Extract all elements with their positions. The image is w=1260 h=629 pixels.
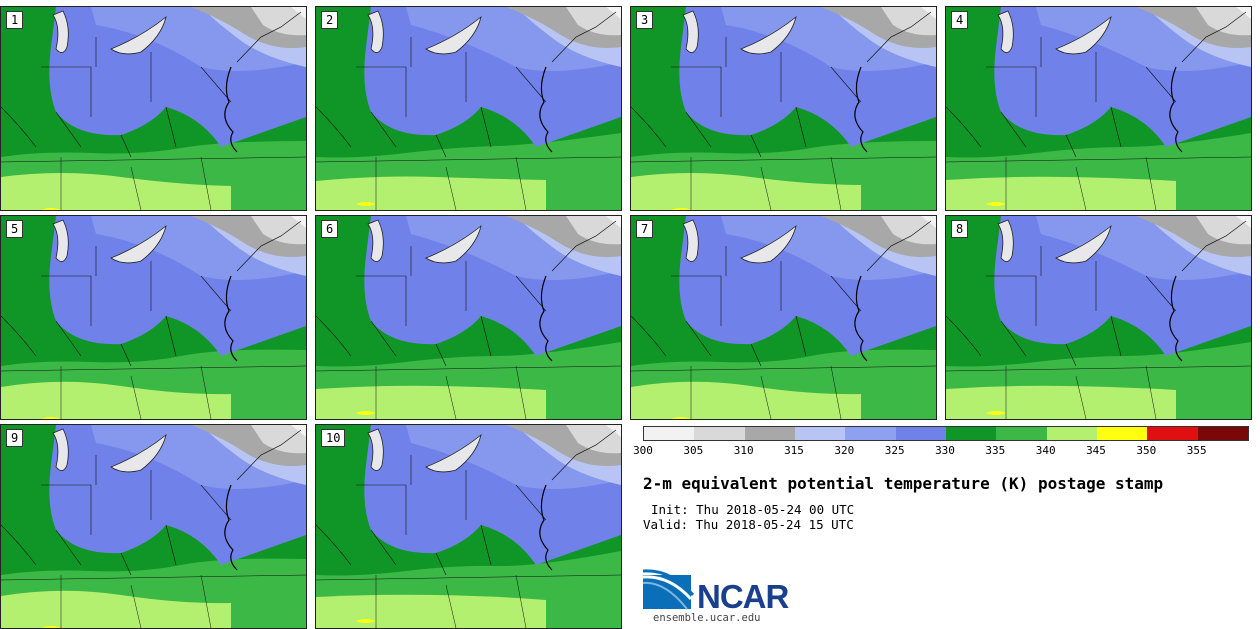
colorbar-swatch-6	[945, 427, 997, 440]
stamp-panel-7: 7	[630, 215, 937, 420]
stamp-panel-9: 9	[0, 424, 307, 629]
colorbar-tick-label: 305	[683, 444, 704, 457]
colorbar	[643, 426, 1249, 441]
ncar-logo-icon	[643, 569, 695, 610]
colorbar-tick-label: 310	[733, 444, 754, 457]
stamp-map	[946, 216, 1251, 419]
valid-time: Valid: Thu 2018-05-24 15 UTC	[643, 517, 854, 532]
member-label: 1	[6, 11, 24, 29]
colorbar-tick-label: 300	[633, 444, 653, 457]
colorbar-tick-label: 345	[1086, 444, 1106, 457]
stamp-panel-10: 10	[315, 424, 622, 629]
colorbar-swatch-3	[794, 427, 846, 440]
member-label: 5	[6, 220, 24, 238]
stamp-map	[1, 7, 306, 210]
stamp-panel-8: 8	[945, 215, 1252, 420]
member-label: 3	[636, 11, 654, 29]
stamp-panel-6: 6	[315, 215, 622, 420]
stamp-map	[316, 425, 621, 628]
stamp-map	[631, 216, 936, 419]
colorbar-swatch-0	[644, 427, 695, 440]
stamp-panel-1: 1	[0, 6, 307, 211]
colorbar-tick-label: 325	[884, 444, 905, 457]
stamp-map	[316, 216, 621, 419]
member-label: 6	[321, 220, 339, 238]
colorbar-swatch-1	[694, 427, 745, 440]
colorbar-tick-label: 350	[1136, 444, 1157, 457]
colorbar-tick-label: 340	[1035, 444, 1056, 457]
member-label: 10	[321, 429, 346, 447]
colorbar-tick-label: 355	[1186, 444, 1207, 457]
member-label: 7	[636, 220, 654, 238]
stamp-panel-2: 2	[315, 6, 622, 211]
colorbar-tick-label: 330	[935, 444, 955, 457]
colorbar-tick-label: 320	[834, 444, 855, 457]
colorbar-swatch-11	[1197, 427, 1248, 440]
figure-title: 2-m equivalent potential temperature (K)…	[643, 474, 1164, 493]
stamp-map	[946, 7, 1251, 210]
stamp-map	[316, 7, 621, 210]
colorbar-swatch-9	[1096, 427, 1148, 440]
colorbar-swatch-7	[996, 427, 1047, 440]
stamp-panel-4: 4	[945, 6, 1252, 211]
stamp-panel-5: 5	[0, 215, 307, 420]
member-label: 2	[321, 11, 339, 29]
init-time: Init: Thu 2018-05-24 00 UTC	[651, 502, 855, 517]
stamp-map	[631, 7, 936, 210]
stamp-panel-3: 3	[630, 6, 937, 211]
colorbar-tick-label: 335	[985, 444, 1006, 457]
member-label: 8	[951, 220, 969, 238]
colorbar-swatch-2	[744, 427, 795, 440]
colorbar-swatch-4	[845, 427, 896, 440]
member-label: 9	[6, 429, 24, 447]
colorbar-swatch-8	[1046, 427, 1097, 440]
ncar-logo-text: NCAR	[697, 578, 789, 615]
colorbar-tick-label: 315	[784, 444, 804, 457]
colorbar-swatch-5	[895, 427, 946, 440]
colorbar-swatch-10	[1147, 427, 1198, 440]
stamp-map	[1, 216, 306, 419]
site-url: ensemble.ucar.edu	[653, 612, 761, 624]
member-label: 4	[951, 11, 969, 29]
colorbar-ticks: 300 305 310 315 320 325 330 335 340 345 350 355	[633, 444, 1247, 458]
stamp-map	[1, 425, 306, 628]
